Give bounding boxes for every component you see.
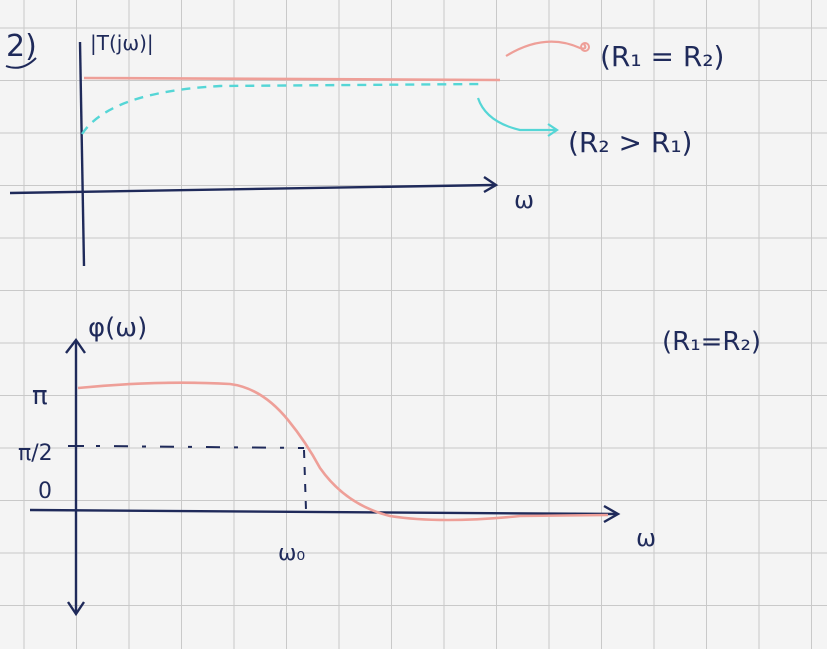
phase-curve <box>77 381 609 522</box>
legend-label-greater: (R₂ > R₁) <box>568 126 692 159</box>
phase-condition-label: (R₁=R₂) <box>662 327 761 357</box>
phase-y-label: φ(ω) <box>88 313 147 343</box>
magnitude-plot: |T(jω)| ω (R₁ = R₂) (R₂ > R₁) <box>9 31 724 267</box>
phase-x-axis <box>29 508 617 516</box>
legend-label-equal: (R₁ = R₂) <box>600 40 724 73</box>
magnitude-x-axis <box>9 183 495 195</box>
phase-x-label: ω <box>636 524 656 552</box>
legend-leader-equal <box>505 40 587 57</box>
phase-y-arrowhead-bottom <box>67 601 85 617</box>
phase-plot: φ(ω) ω (R₁=R₂) π π/2 0 ω₀ <box>18 313 761 617</box>
tick-label-zero: 0 <box>38 479 52 504</box>
legend-leader-greater <box>476 97 555 132</box>
magnitude-y-label: |T(jω)| <box>90 31 154 55</box>
magnitude-x-arrowhead <box>483 176 499 194</box>
tick-label-pi-half: π/2 <box>18 441 53 466</box>
legend-leader-equal-tip <box>580 42 590 52</box>
phase-x-arrowhead <box>603 504 621 524</box>
magnitude-x-label: ω <box>514 186 534 214</box>
omega0-label: ω₀ <box>278 541 305 566</box>
problem-number-underline <box>5 57 37 69</box>
legend-leader-greater-arrowhead <box>547 123 559 137</box>
magnitude-curve-equal <box>83 76 501 82</box>
magnitude-y-axis <box>78 41 86 267</box>
problem-number: 2) <box>6 29 37 64</box>
magnitude-curve-greater <box>81 82 485 135</box>
phase-y-arrowhead-top <box>65 337 86 354</box>
tick-label-pi: π <box>32 381 48 411</box>
